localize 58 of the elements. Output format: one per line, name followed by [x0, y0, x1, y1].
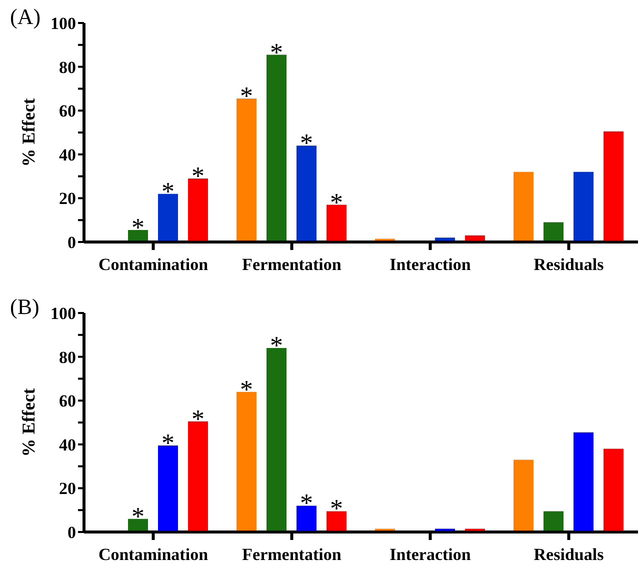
y-tick-label: 80 — [59, 58, 76, 77]
x-tick-label: Residuals — [534, 545, 604, 564]
data-label: * — [300, 488, 313, 518]
data-label: * — [162, 176, 174, 206]
bar — [266, 348, 286, 532]
x-tick-label: Interaction — [390, 545, 472, 564]
y-tick-label: 20 — [59, 189, 76, 208]
bar — [604, 448, 624, 532]
bar — [574, 432, 594, 532]
bar — [544, 511, 564, 532]
bar — [574, 172, 594, 242]
data-label: * — [132, 502, 144, 531]
bar — [188, 421, 208, 532]
chart-title: (B) — [10, 294, 40, 320]
data-label: * — [162, 428, 174, 458]
data-label: * — [330, 494, 343, 524]
x-tick-label: Contamination — [98, 255, 209, 274]
data-label: * — [270, 331, 283, 360]
x-tick-label: Fermentation — [242, 545, 342, 564]
bar — [236, 392, 256, 532]
data-label: * — [240, 374, 253, 404]
y-tick-label: 0 — [68, 233, 76, 252]
data-label: * — [300, 128, 313, 158]
x-tick-label: Contamination — [98, 545, 209, 564]
data-label: * — [132, 212, 144, 242]
y-axis-title: % Effect — [18, 388, 38, 457]
bar — [326, 204, 346, 242]
data-label: * — [240, 82, 253, 111]
chart-title: (A) — [10, 4, 41, 30]
data-label: * — [330, 188, 343, 217]
bar — [266, 54, 286, 242]
bar — [296, 146, 316, 242]
bar — [544, 222, 564, 242]
y-tick-label: 0 — [68, 523, 76, 542]
y-tick-label: 60 — [59, 392, 76, 411]
bar — [188, 178, 208, 242]
x-tick-label: Fermentation — [242, 255, 342, 274]
bar — [514, 460, 534, 532]
y-tick-label: 100 — [50, 304, 76, 324]
y-tick-label: 20 — [59, 479, 76, 498]
y-tick-label: 80 — [59, 348, 76, 367]
bar — [326, 511, 346, 532]
bar — [514, 172, 534, 242]
bar — [158, 194, 178, 242]
data-label: * — [270, 38, 283, 67]
x-tick-label: Interaction — [390, 255, 472, 274]
y-tick-label: 60 — [59, 102, 76, 121]
x-tick-label: Residuals — [534, 255, 604, 274]
bar — [296, 506, 316, 532]
data-label: * — [192, 161, 204, 190]
y-tick-label: 40 — [59, 435, 76, 454]
bar — [604, 131, 624, 242]
bar — [236, 98, 256, 242]
y-axis-title: % Effect — [18, 98, 38, 167]
bar — [158, 445, 178, 532]
y-tick-label: 40 — [59, 145, 76, 164]
data-label: * — [192, 404, 204, 434]
y-tick-label: 100 — [50, 14, 76, 34]
